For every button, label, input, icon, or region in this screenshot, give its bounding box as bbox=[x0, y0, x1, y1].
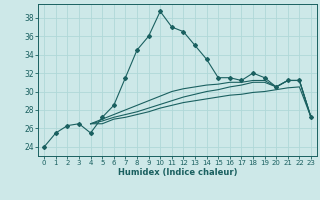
X-axis label: Humidex (Indice chaleur): Humidex (Indice chaleur) bbox=[118, 168, 237, 177]
